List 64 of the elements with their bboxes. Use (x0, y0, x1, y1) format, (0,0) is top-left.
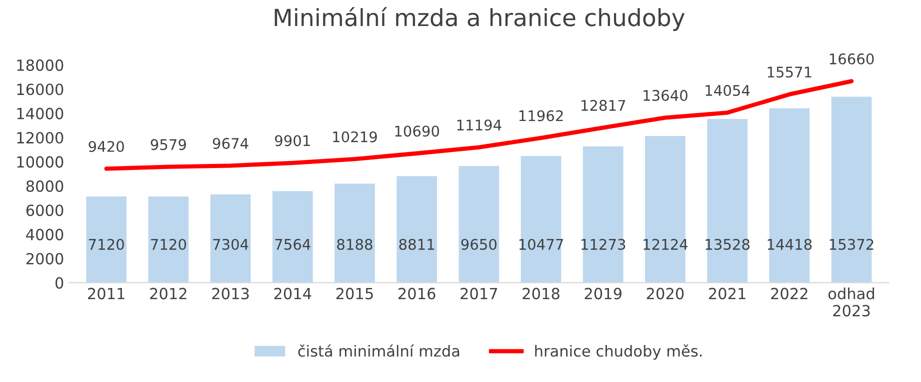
data-label: 8188 (337, 238, 372, 250)
legend-label: hranice chudoby měs. (535, 344, 702, 360)
data-label: 12124 (644, 238, 688, 250)
bar (831, 96, 872, 283)
bar (86, 196, 127, 283)
data-label: 7304 (213, 238, 248, 250)
data-label: 13528 (706, 238, 750, 250)
y-tick-label: 12000 (17, 132, 64, 144)
y-tick-label: 18000 (17, 59, 64, 71)
data-label: 9420 (88, 140, 124, 152)
data-label: 15372 (830, 238, 874, 250)
x-tick-label: 2015 (336, 288, 373, 300)
data-label: 11962 (519, 110, 563, 122)
x-tick-label: odhad 2023 (828, 288, 874, 316)
x-tick-label: 2013 (212, 288, 249, 300)
bar (210, 194, 251, 283)
data-label: 8811 (399, 238, 434, 250)
data-label: 7120 (88, 238, 124, 250)
x-tick-label: 2020 (646, 288, 684, 300)
bar (520, 156, 562, 283)
data-label: 10477 (519, 238, 563, 250)
y-tick-label: 14000 (17, 108, 64, 120)
data-label: 12817 (582, 100, 626, 111)
x-tick-label: 2019 (584, 288, 622, 300)
y-tick-label: 16000 (17, 84, 64, 96)
data-label: 10219 (333, 131, 377, 142)
x-tick-label: 2016 (398, 288, 436, 300)
data-label: 15571 (768, 66, 812, 78)
y-tick-label: 2000 (26, 252, 64, 265)
legend-label: čistá minimální mzda (298, 344, 460, 357)
x-tick-label: 2022 (771, 288, 808, 300)
data-label: 16660 (830, 53, 874, 64)
data-label: 7120 (151, 238, 186, 250)
data-label: 14054 (706, 84, 750, 96)
data-label: 9650 (461, 238, 497, 250)
y-tick-label: 0 (56, 277, 64, 289)
x-tick-label: 2011 (88, 288, 124, 300)
bar (272, 191, 313, 283)
data-label: 9901 (274, 135, 310, 146)
data-label: 10690 (395, 126, 440, 137)
bar (769, 108, 810, 283)
data-label: 7564 (275, 238, 310, 250)
x-tick-label: 2017 (460, 288, 498, 300)
y-tick-label: 4000 (26, 228, 64, 240)
y-tick-label: 8000 (26, 180, 64, 192)
bar (458, 166, 500, 283)
data-label: 14418 (768, 238, 812, 250)
data-label: 11273 (582, 238, 626, 250)
x-tick-label: 2014 (274, 288, 312, 300)
x-tick-label: 2012 (150, 288, 186, 300)
data-label: 13640 (644, 90, 688, 101)
x-tick-label: 2021 (708, 288, 746, 300)
data-label: 11194 (457, 120, 502, 131)
x-tick-label: 2018 (522, 288, 560, 300)
bar (582, 146, 624, 283)
y-tick-label: 6000 (26, 204, 64, 216)
bar (396, 176, 438, 283)
bar (148, 196, 189, 283)
data-label: 9674 (212, 138, 248, 149)
chart-title: Minimální mzda a hranice chudoby (274, 7, 685, 31)
data-label: 9579 (150, 139, 186, 150)
y-tick-label: 10000 (17, 156, 64, 168)
bar (707, 119, 748, 283)
bar (334, 184, 375, 283)
